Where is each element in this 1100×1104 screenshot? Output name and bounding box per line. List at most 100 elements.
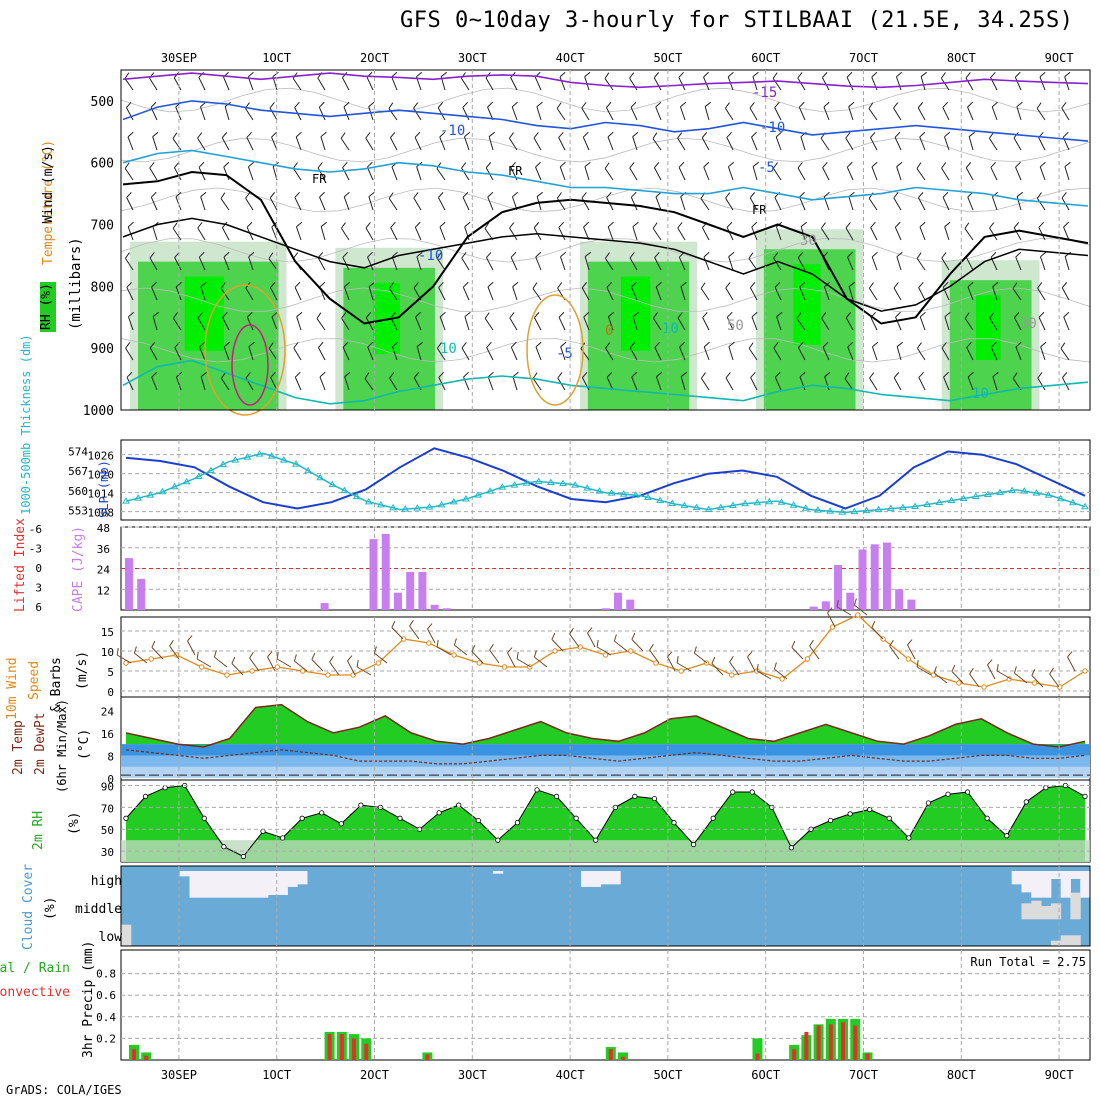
upper-wind-barb <box>152 136 158 151</box>
surface-wind-barb <box>116 648 119 656</box>
upper-wind-barb <box>774 281 781 288</box>
upper-wind-barb <box>751 221 758 228</box>
upper-wind-barb <box>704 106 710 121</box>
wind-speed-marker <box>451 652 457 658</box>
thickness-marker <box>401 505 410 512</box>
surface-wind-barb <box>889 639 894 647</box>
upper-wind-barb <box>533 137 542 151</box>
upper-wind-barb <box>629 167 638 181</box>
rh-marker <box>397 815 403 821</box>
thickness-marker <box>923 500 932 508</box>
cape-bar <box>393 592 402 610</box>
wind-speed-marker <box>577 644 583 650</box>
run-total-label: Run Total = 2.75 <box>970 955 1086 969</box>
upper-wind-barb <box>1037 282 1043 289</box>
upper-wind-barb <box>607 221 614 228</box>
upper-wind-barb <box>388 192 394 199</box>
upper-wind-barb <box>416 341 424 347</box>
surface-wind-barb <box>756 664 759 672</box>
surface-wind-barb <box>151 647 164 660</box>
upper-wind-barb <box>464 316 470 331</box>
upper-wind-barb <box>848 281 856 287</box>
upper-wind-barb <box>1012 282 1018 289</box>
upper-wind-barb <box>413 102 419 109</box>
upper-wind-barb <box>367 251 373 258</box>
upper-wind-barb <box>246 221 253 228</box>
cape-bar <box>125 558 133 610</box>
slp-tick-label: 1020 <box>88 469 115 482</box>
cloud-cell <box>1021 871 1032 893</box>
upper-wind-barb <box>967 196 974 211</box>
temp-band-overlay <box>121 744 1090 756</box>
upper-wind-barb <box>703 166 710 181</box>
rh-marker <box>534 787 540 793</box>
upper-wind-barb <box>916 252 922 259</box>
upper-wind-barb <box>461 252 467 259</box>
upper-wind-barb <box>798 101 805 108</box>
upper-wind-barb <box>223 346 230 361</box>
surface-wind-barb <box>569 627 574 635</box>
upper-wind-barb <box>197 132 203 139</box>
upper-wind-barb <box>870 221 876 228</box>
surface-wind-barb <box>791 647 804 660</box>
precip-legend-total: Total / Rain <box>0 961 70 976</box>
surface-wind-barb <box>409 625 420 640</box>
thickness-marker <box>194 472 203 479</box>
upper-wind-barb <box>510 161 516 168</box>
upper-wind-barb <box>1061 102 1067 109</box>
upper-wind-barb <box>871 251 878 258</box>
surface-wind-barb <box>311 652 316 660</box>
upper-wind-barb <box>992 371 999 378</box>
upper-wind-barb <box>868 282 874 289</box>
upper-wind-barb <box>511 101 518 108</box>
cape-bar <box>430 604 439 610</box>
upper-wind-barb <box>1014 77 1022 91</box>
surface-wind-barb <box>249 657 260 672</box>
upper-wind-barb <box>748 252 754 259</box>
upper-wind-barb <box>703 341 710 348</box>
thickness-marker <box>231 456 240 463</box>
upper-wind-barb <box>559 76 566 91</box>
upper-wind-barb <box>893 282 899 289</box>
upper-wind-barb <box>364 378 374 391</box>
cloud-cell <box>267 871 279 895</box>
upper-wind-barb <box>654 347 662 361</box>
upper-wind-barb <box>125 342 131 349</box>
x-tick-bottom-label: 30SEP <box>161 1068 197 1082</box>
upper-wind-barb <box>533 132 539 139</box>
surface-wind-barb <box>187 635 193 642</box>
thickness-marker <box>996 488 1004 496</box>
upper-wind-barb <box>247 76 254 91</box>
upper-wind-barb <box>848 286 854 301</box>
upper-wind-barb <box>728 251 735 258</box>
rh-marker <box>847 811 853 817</box>
upper-wind-barb <box>943 376 950 391</box>
upper-wind-barb <box>344 371 351 378</box>
surface-wind-barb <box>596 640 599 648</box>
upper-wind-barb <box>534 312 540 318</box>
upper-wind-barb <box>416 346 422 361</box>
upper-wind-barb <box>294 377 302 391</box>
upper-wind-barb <box>366 167 374 181</box>
upper-wind-barb <box>295 131 302 138</box>
precip-convective-bar <box>425 1054 430 1060</box>
upper-wind-barb <box>1013 222 1020 229</box>
upper-wind-barb <box>175 191 182 198</box>
thickness-marker <box>462 494 470 502</box>
thickness-marker <box>765 497 774 505</box>
surface-wind-barb <box>356 666 372 676</box>
x-tick-bottom-label: 4OCT <box>556 1068 585 1082</box>
upper-wind-barb <box>916 342 922 349</box>
warm-contour <box>526 294 584 406</box>
surface-wind-barb <box>169 639 174 647</box>
upper-wind-barb <box>748 342 754 349</box>
temp-tick-label: 24 <box>101 705 115 718</box>
thickness-marker <box>510 481 519 488</box>
upper-wind-barb <box>342 167 350 181</box>
background-contour <box>120 187 1091 213</box>
upper-wind-barb <box>607 316 614 331</box>
upper-wind-barb <box>222 311 228 318</box>
wind-speed-marker <box>1031 680 1038 686</box>
thickness-marker <box>377 500 385 508</box>
upper-wind-barb <box>677 227 686 241</box>
